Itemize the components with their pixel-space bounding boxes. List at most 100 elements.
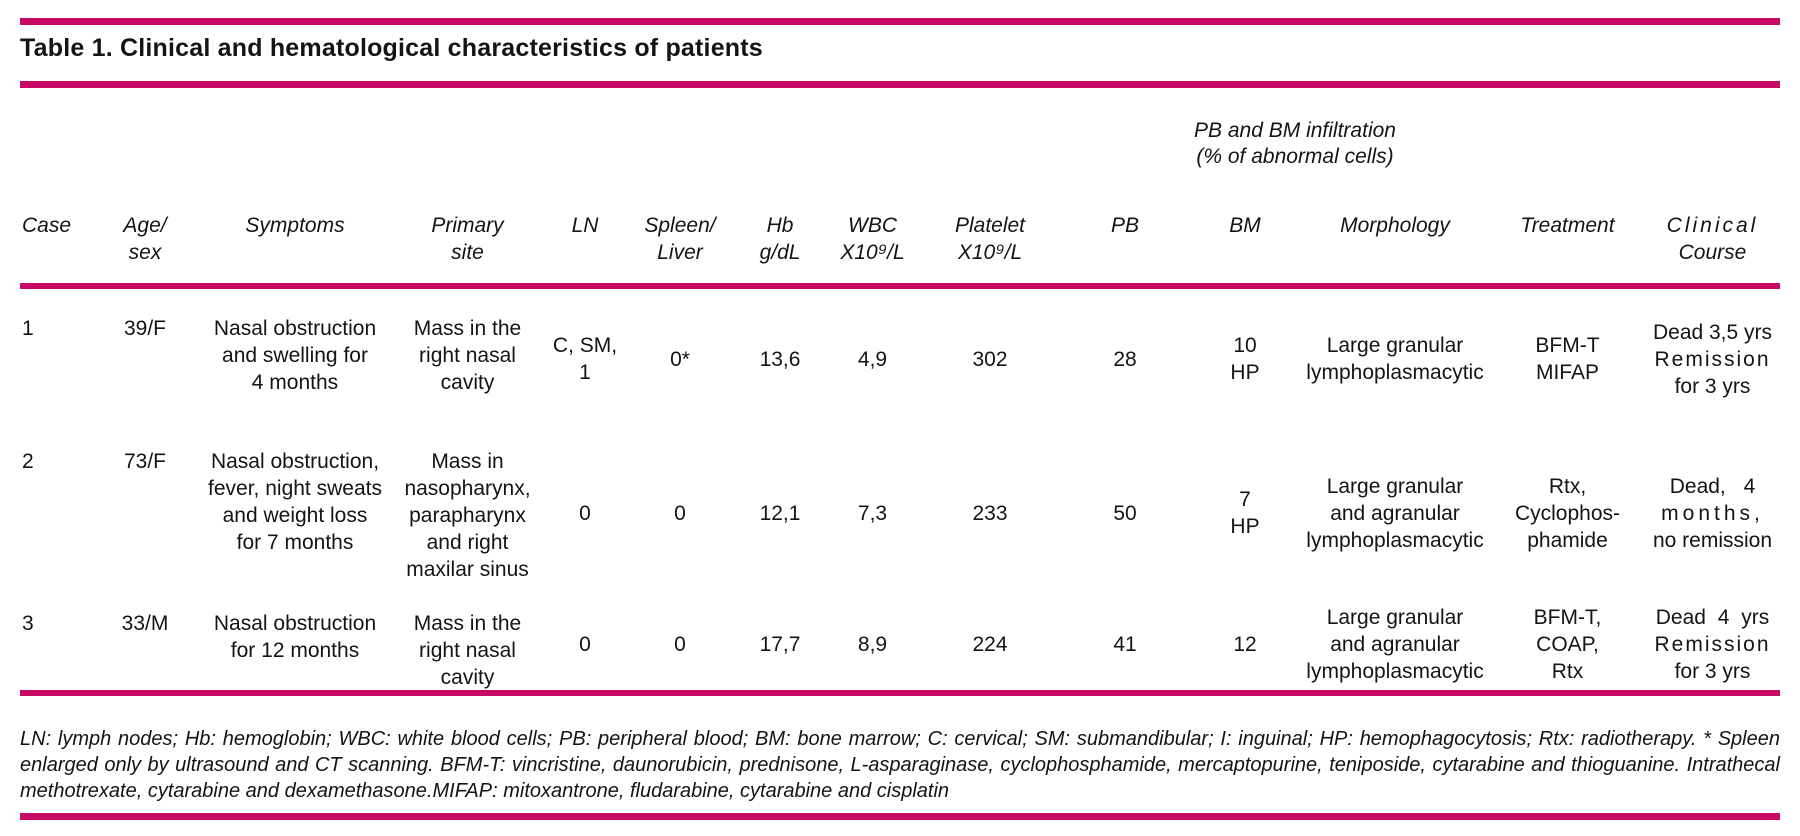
- text-line: 8,9: [857, 632, 888, 656]
- cell-hb: 17,7: [735, 597, 825, 691]
- cell-bm: 12: [1190, 597, 1300, 691]
- text-line: 39/F: [123, 317, 167, 340]
- text-line: no remission: [1652, 528, 1773, 552]
- group-header-line1: PB and BM infiltration: [1194, 119, 1396, 142]
- text-line: 0: [579, 501, 591, 525]
- cell-pb: 50: [1060, 429, 1190, 597]
- text-line: and agranular: [1330, 632, 1460, 656]
- text-line: for 3 yrs: [1674, 374, 1751, 398]
- table-row-case-1: 1 39/F Nasal obstruction and swelling for…: [20, 289, 1780, 429]
- header-line: X10⁹/L: [840, 241, 905, 264]
- text-line: Dead, 4: [1669, 474, 1756, 498]
- header-line: Spleen/: [644, 214, 716, 237]
- text-line: Large granular: [1326, 605, 1464, 629]
- header-line: X10⁹/L: [957, 241, 1023, 264]
- header-line: Symptoms: [245, 214, 345, 237]
- text-line: Cyclophos-: [1514, 501, 1621, 525]
- table-footnote: LN: lymph nodes; Hb: hemoglobin; WBC: wh…: [20, 728, 1780, 802]
- cell-clinical-course: Dead, 4 months, no remission: [1645, 429, 1780, 597]
- cell-age-sex: 73/F: [90, 429, 200, 597]
- text-line: months,: [1661, 501, 1764, 525]
- table-title: Table 1. Clinical and hematological char…: [20, 34, 763, 62]
- cell-bm: 7 HP: [1190, 429, 1300, 597]
- header-separator-rule: [20, 283, 1780, 289]
- text-line: lymphoplasmacytic: [1306, 659, 1484, 683]
- col-header-treatment: Treatment: [1490, 212, 1645, 289]
- cell-symptoms: Nasal obstruction for 12 months: [200, 597, 390, 691]
- cell-ln: C, SM, 1: [545, 289, 625, 429]
- text-line: lymphoplasmacytic: [1306, 528, 1484, 552]
- text-line: Nasal obstruction,: [210, 450, 380, 473]
- text-line: 224: [972, 632, 1008, 656]
- text-line: Remission: [1654, 632, 1771, 656]
- text-line: cavity: [440, 666, 495, 689]
- text-line: 17,7: [759, 632, 801, 656]
- header-line: site: [451, 241, 484, 264]
- col-header-primary-site: Primary site: [390, 212, 545, 289]
- cell-spleen-liver: 0*: [625, 289, 735, 429]
- text-line: and right: [426, 531, 509, 554]
- cell-case: 3: [20, 597, 90, 691]
- header-line: g/dL: [759, 241, 801, 264]
- top-rule: [20, 18, 1780, 25]
- header-line: Treatment: [1520, 214, 1615, 237]
- text-line: C, SM, 1: [552, 334, 618, 384]
- text-line: and swelling for: [222, 344, 368, 367]
- text-line: nasopharynx,: [404, 477, 531, 500]
- bottom-rule: [20, 813, 1780, 820]
- header-line: Case: [22, 214, 72, 237]
- text-line: for 12 months: [230, 639, 360, 662]
- cell-morphology: Large granular and agranular lymphoplasmac…: [1300, 597, 1490, 691]
- cell-wbc: 7,3: [825, 429, 920, 597]
- text-line: 4 months: [251, 371, 339, 394]
- text-line: BFM-T: [1535, 334, 1600, 357]
- text-line: 3: [22, 612, 34, 635]
- text-line: lymphoplasmacytic: [1306, 361, 1484, 384]
- col-header-clinical-course: Clinical Course: [1645, 212, 1780, 289]
- col-header-hb: Hb g/dL: [735, 212, 825, 289]
- text-line: 12: [1233, 632, 1257, 656]
- col-header-case: Case: [20, 212, 90, 289]
- col-header-pb: PB: [1060, 212, 1190, 289]
- cell-platelet: 233: [920, 429, 1060, 597]
- cell-treatment: Rtx, Cyclophos-phamide: [1490, 429, 1645, 597]
- col-header-bm: BM: [1190, 212, 1300, 289]
- text-line: 73/F: [123, 450, 167, 473]
- header-line: WBC: [848, 214, 897, 237]
- col-header-symptoms: Symptoms: [200, 212, 390, 289]
- text-line: HP: [1230, 515, 1260, 538]
- text-line: Rtx: [1551, 659, 1584, 683]
- header-line: Clinical: [1666, 214, 1759, 237]
- text-line: HP: [1230, 361, 1260, 384]
- cell-primary-site: Mass in nasopharynx, parapharynx and right m…: [390, 429, 545, 597]
- group-header-pb-bm-infiltration: PB and BM infiltration (% of abnormal ce…: [1150, 118, 1440, 170]
- cell-treatment: BFM-T MIFAP: [1490, 289, 1645, 429]
- col-header-ln: LN: [545, 212, 625, 289]
- text-line: Dead 4 yrs: [1655, 605, 1770, 629]
- text-line: Mass in the: [413, 317, 522, 340]
- text-line: for 3 yrs: [1674, 659, 1751, 683]
- text-line: BFM-T,: [1533, 605, 1602, 629]
- col-header-wbc: WBC X10⁹/L: [825, 212, 920, 289]
- cell-clinical-course: Dead 3,5 yrs Remission for 3 yrs: [1645, 289, 1780, 429]
- text-line: Remission: [1654, 347, 1771, 371]
- text-line: 0: [579, 632, 591, 656]
- cell-age-sex: 39/F: [90, 289, 200, 429]
- cell-bm: 10 HP: [1190, 289, 1300, 429]
- text-line: 233: [972, 501, 1008, 525]
- cell-primary-site: Mass in the right nasal cavity: [390, 597, 545, 691]
- body-separator-rule: [20, 690, 1780, 696]
- header-line: Platelet: [954, 214, 1026, 237]
- text-line: 12,1: [759, 501, 801, 525]
- cell-case: 2: [20, 429, 90, 597]
- header-line: Liver: [657, 241, 703, 264]
- cell-pb: 41: [1060, 597, 1190, 691]
- col-header-platelet: Platelet X10⁹/L: [920, 212, 1060, 289]
- cell-treatment: BFM-T, COAP, Rtx: [1490, 597, 1645, 691]
- text-line: right nasal: [419, 344, 516, 367]
- text-line: 33/M: [121, 612, 169, 635]
- col-header-morphology: Morphology: [1300, 212, 1490, 289]
- cell-pb: 28: [1060, 289, 1190, 429]
- text-line: Rtx,: [1548, 474, 1587, 498]
